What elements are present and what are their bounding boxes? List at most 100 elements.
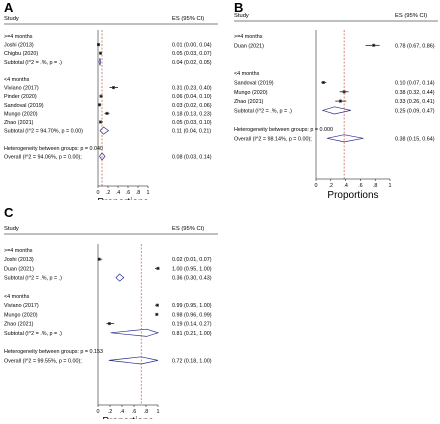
panel-letter-b: B bbox=[234, 0, 244, 15]
row-label: Joshi (2013) bbox=[4, 257, 34, 263]
row-es-text: 0.10 (0.07, 0.14) bbox=[395, 81, 435, 87]
subtotal-diamond bbox=[115, 273, 125, 282]
x-tick-label: .4 bbox=[116, 190, 121, 196]
row-es-text: 0.81 (0.21, 1.00) bbox=[172, 331, 212, 337]
point-dot bbox=[100, 95, 102, 97]
row-es-text: 0.25 (0.09, 0.47) bbox=[395, 108, 435, 114]
row-es-text: 1.00 (0.95, 1.00) bbox=[172, 266, 212, 272]
x-tick-label: .6 bbox=[132, 409, 137, 415]
row-es-text: 0.31 (0.23, 0.40) bbox=[172, 86, 212, 92]
row-label: >=4 months bbox=[4, 34, 33, 40]
x-tick-label: .4 bbox=[343, 183, 348, 189]
row-label: Zhao (2021) bbox=[234, 99, 264, 105]
row-label: Mungo (2020) bbox=[234, 90, 268, 96]
row-es-text: 0.01 (0.00, 0.04) bbox=[172, 43, 212, 49]
row-es-text: 0.38 (0.32, 0.44) bbox=[395, 90, 435, 96]
row-label: Heterogeneity between groups: p = 0.153 bbox=[4, 349, 103, 355]
x-tick-label: .4 bbox=[120, 409, 125, 415]
row-es-text: 0.04 (0.02, 0.05) bbox=[172, 60, 212, 66]
row-label: Mungo (2020) bbox=[4, 312, 38, 318]
x-tick-label: 1 bbox=[147, 190, 150, 196]
x-tick-label: 1 bbox=[389, 183, 392, 189]
subtotal-diamond bbox=[98, 58, 101, 66]
x-tick-label: 0 bbox=[315, 183, 318, 189]
row-es-text: 0.02 (0.01, 0.07) bbox=[172, 257, 212, 263]
row-es-text: 0.18 (0.13, 0.23) bbox=[172, 111, 212, 117]
row-es-text: 0.06 (0.04, 0.10) bbox=[172, 94, 212, 100]
forest-plot-a: A Study ES (95% CI) >=4 months Joshi (2013)… bbox=[0, 0, 220, 208]
panel-letter-a: A bbox=[4, 0, 14, 15]
row-es-text: 0.38 (0.15, 0.64) bbox=[395, 136, 435, 142]
row-es-text: 0.05 (0.03, 0.10) bbox=[172, 120, 212, 126]
row-label: Zhao (2021) bbox=[4, 322, 34, 328]
row-es-text: 0.72 (0.18, 1.00) bbox=[172, 358, 212, 364]
point-dot bbox=[156, 313, 158, 316]
row-label: Overall (I^2 = 94.06%, p = 0.00); bbox=[4, 154, 82, 160]
point-dot bbox=[157, 267, 159, 270]
row-label: Heterogeneity between groups: p = 0.040 bbox=[4, 146, 103, 152]
forest-plot-b-svg: Study ES (95% CI) >=4 months Duan (2021) 0.7… bbox=[234, 13, 438, 201]
point-dot bbox=[343, 91, 345, 93]
row-label: Sandoval (2019) bbox=[234, 81, 274, 87]
row-es-text: 0.19 (0.14, 0.27) bbox=[172, 322, 212, 328]
x-tick-label: .2 bbox=[108, 409, 113, 415]
row-label: Joshi (2013) bbox=[4, 43, 34, 49]
row-label: Zhao (2021) bbox=[4, 120, 34, 126]
point-dot bbox=[112, 86, 115, 89]
x-tick-label: 0 bbox=[97, 409, 100, 415]
row-label: Subtotal (I^2 = .%, p = .) bbox=[4, 331, 62, 337]
row-es-text: 0.78 (0.67, 0.86) bbox=[395, 43, 435, 49]
overall-diamond bbox=[99, 152, 106, 161]
row-label: Duan (2021) bbox=[4, 266, 34, 272]
overall-diamond bbox=[108, 356, 159, 365]
panel-letter-c: C bbox=[4, 205, 14, 220]
point-dot bbox=[99, 121, 102, 123]
row-es-text: 0.33 (0.26, 0.41) bbox=[395, 99, 435, 105]
row-es-text: 0.05 (0.03, 0.07) bbox=[172, 51, 212, 57]
forest-plot-a-svg: Study ES (95% CI) >=4 months Joshi (2013) 0.… bbox=[4, 16, 218, 208]
row-label: Viviano (2017) bbox=[4, 303, 39, 309]
forest-plot-c-svg: Study ES (95% CI) >=4 months Joshi (2013) 0.… bbox=[4, 226, 218, 424]
point-dot bbox=[372, 44, 375, 47]
row-label: Duan (2021) bbox=[234, 43, 264, 49]
row-label: Subtotal (I^2 = 94.70%, p = 0.00) bbox=[4, 129, 83, 135]
point-dot bbox=[108, 322, 111, 325]
point-dot bbox=[98, 104, 101, 106]
subtotal-diamond bbox=[99, 126, 110, 135]
row-label: >=4 months bbox=[4, 248, 33, 254]
header-study: Study bbox=[4, 16, 19, 22]
x-axis-label: Proportions bbox=[327, 190, 378, 200]
point-dot bbox=[99, 52, 102, 54]
row-label: <4 months bbox=[234, 71, 260, 77]
row-label: Subtotal (I^2 = .%, p = .) bbox=[4, 60, 62, 66]
row-es-text: 0.98 (0.96, 0.99) bbox=[172, 312, 212, 318]
row-es-text: 0.08 (0.03, 0.14) bbox=[172, 154, 212, 160]
row-label: <4 months bbox=[4, 77, 30, 83]
row-label: Subtotal (I^2 = .%, p = .) bbox=[234, 108, 292, 114]
row-label: Heterogeneity between groups: p = 0.000 bbox=[234, 127, 333, 133]
subtotal-diamond bbox=[110, 328, 160, 337]
row-es-text: 0.11 (0.04, 0.21) bbox=[172, 129, 211, 135]
point-dot bbox=[98, 258, 100, 260]
point-dot bbox=[106, 112, 108, 115]
x-tick-label: .6 bbox=[126, 190, 131, 196]
header-es: ES (95% CI) bbox=[395, 13, 427, 19]
x-tick-label: 1 bbox=[157, 409, 160, 415]
x-tick-label: .8 bbox=[373, 183, 378, 189]
row-es-text: 0.36 (0.30, 0.43) bbox=[172, 276, 212, 282]
subtotal-diamond bbox=[321, 106, 351, 115]
row-label: Mungo (2020) bbox=[4, 111, 38, 117]
row-label: >=4 months bbox=[234, 34, 263, 40]
overall-diamond bbox=[327, 134, 364, 143]
row-label: Sandoval (2019) bbox=[4, 103, 44, 109]
point-dot bbox=[339, 100, 342, 102]
header-es: ES (95% CI) bbox=[172, 16, 204, 22]
x-axis-label: Proportions bbox=[97, 197, 148, 200]
forest-plot-c: C Study ES (95% CI) >=4 months Joshi (2013)… bbox=[0, 205, 220, 424]
row-label: Subtotal (I^2 = .%, p = .) bbox=[4, 276, 62, 282]
forest-plot-b: B Study ES (95% CI) >=4 months Duan (2021) 0… bbox=[220, 0, 440, 201]
row-label: Pinder (2020) bbox=[4, 94, 37, 100]
header-study: Study bbox=[4, 226, 19, 232]
x-tick-label: .6 bbox=[358, 183, 363, 189]
row-es-text: 0.03 (0.02, 0.06) bbox=[172, 103, 212, 109]
